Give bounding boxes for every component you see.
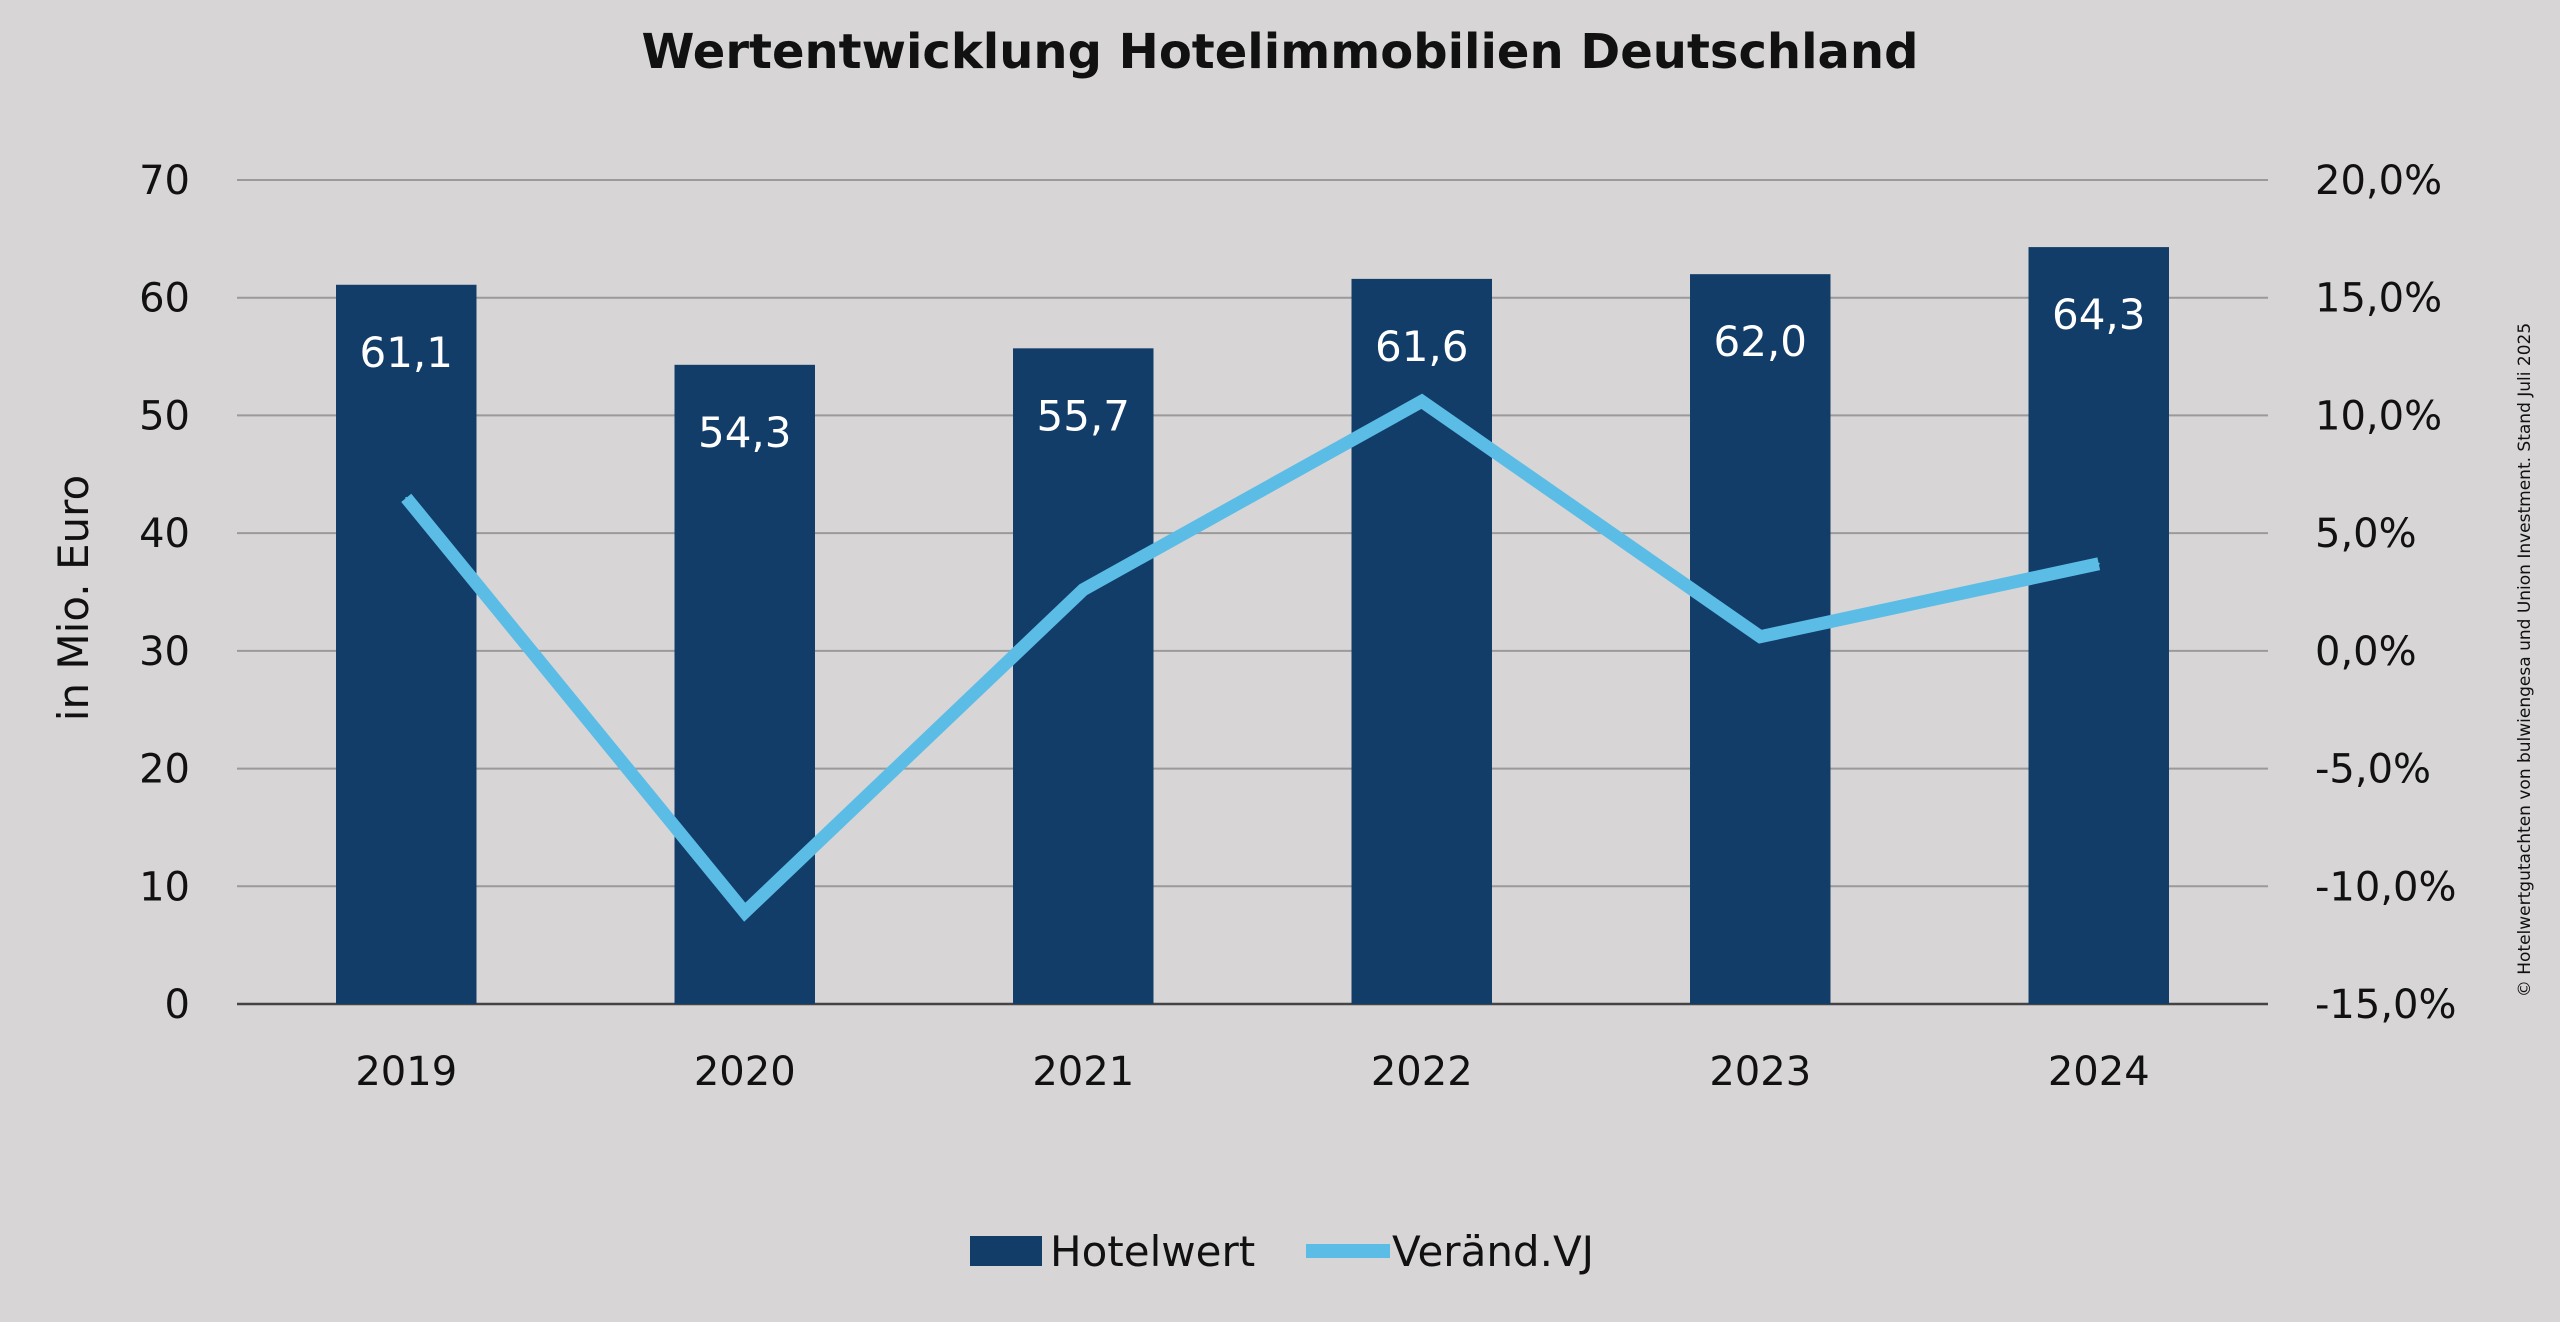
x-tick-2023: 2023	[1709, 1049, 1811, 1095]
y2-tick-0,0%: 0,0%	[2315, 629, 2417, 675]
source-credit: © Hotelwertgutachten von bulwiengesa und…	[2515, 323, 2535, 997]
legend-label-veraend-vj: Veränd.VJ	[1392, 1227, 1594, 1276]
y2-tick-5,0%: 5,0%	[2315, 511, 2417, 557]
y2-tick--5,0%: -5,0%	[2315, 747, 2431, 793]
x-tick-2021: 2021	[1032, 1049, 1134, 1095]
line-point-2021	[1082, 588, 1085, 591]
y2-tick-10,0%: 10,0%	[2315, 393, 2442, 439]
bar-2024	[2028, 247, 2169, 1004]
bar-label-2024: 64,3	[2052, 290, 2146, 339]
x-axis-ticks: 2019 2020 2021 2022 2023 2024	[355, 1049, 2149, 1095]
bar-2020	[674, 364, 815, 1005]
y-tick-30: 30	[139, 629, 190, 675]
x-tick-2022: 2022	[1371, 1049, 1473, 1095]
y2-tick-15,0%: 15,0%	[2315, 276, 2442, 322]
legend-swatch-hotelwert	[970, 1236, 1042, 1266]
y2-tick--15,0%: -15,0%	[2315, 982, 2457, 1028]
bar-label-2022: 61,6	[1375, 322, 1469, 371]
bar-label-2020: 54,3	[698, 408, 792, 457]
line-point-2019	[405, 496, 408, 499]
bar-2022	[1351, 278, 1492, 1004]
x-tick-2024: 2024	[2048, 1049, 2150, 1095]
bar-data-labels: 61,1 54,3 55,7 61,6 62,0 64,3	[359, 290, 2145, 457]
y-tick-0: 0	[165, 982, 190, 1028]
y2-axis-ticks: -15,0% -10,0% -5,0% 0,0% 5,0% 10,0% 15,0% 20,0%	[2315, 158, 2457, 1028]
y-tick-50: 50	[139, 393, 190, 439]
x-tick-2019: 2019	[355, 1049, 457, 1095]
y-axis-label: in Mio. Euro	[49, 475, 98, 721]
bar-label-2019: 61,1	[359, 328, 453, 377]
y-axis-ticks: 0 10 20 30 40 50 60 70	[139, 158, 190, 1028]
bar-label-2023: 62,0	[1713, 317, 1807, 366]
bar-label-2021: 55,7	[1036, 391, 1130, 440]
bar-series	[336, 247, 2169, 1005]
chart-title: Wertentwicklung Hotelimmobilien Deutschl…	[642, 24, 1919, 80]
line-veraend-vj	[401, 393, 2101, 922]
y-tick-20: 20	[139, 747, 190, 793]
y-tick-60: 60	[139, 276, 190, 322]
y2-tick--10,0%: -10,0%	[2315, 864, 2457, 910]
y2-tick-20,0%: 20,0%	[2315, 158, 2442, 204]
bar-2019	[336, 284, 477, 1004]
bar-2021	[1013, 348, 1154, 1004]
line-point-2020	[743, 911, 746, 914]
y-tick-10: 10	[139, 864, 190, 910]
x-tick-2020: 2020	[694, 1049, 796, 1095]
legend: Hotelwert Veränd.VJ	[970, 1227, 1594, 1276]
y-tick-70: 70	[139, 158, 190, 204]
line-series	[401, 393, 2101, 922]
legend-label-hotelwert: Hotelwert	[1050, 1227, 1255, 1276]
line-point-2023	[1759, 635, 1762, 638]
line-point-2022	[1420, 400, 1423, 403]
grid-lines	[237, 179, 2268, 1006]
y-tick-40: 40	[139, 511, 190, 557]
line-point-2024	[2097, 562, 2100, 565]
